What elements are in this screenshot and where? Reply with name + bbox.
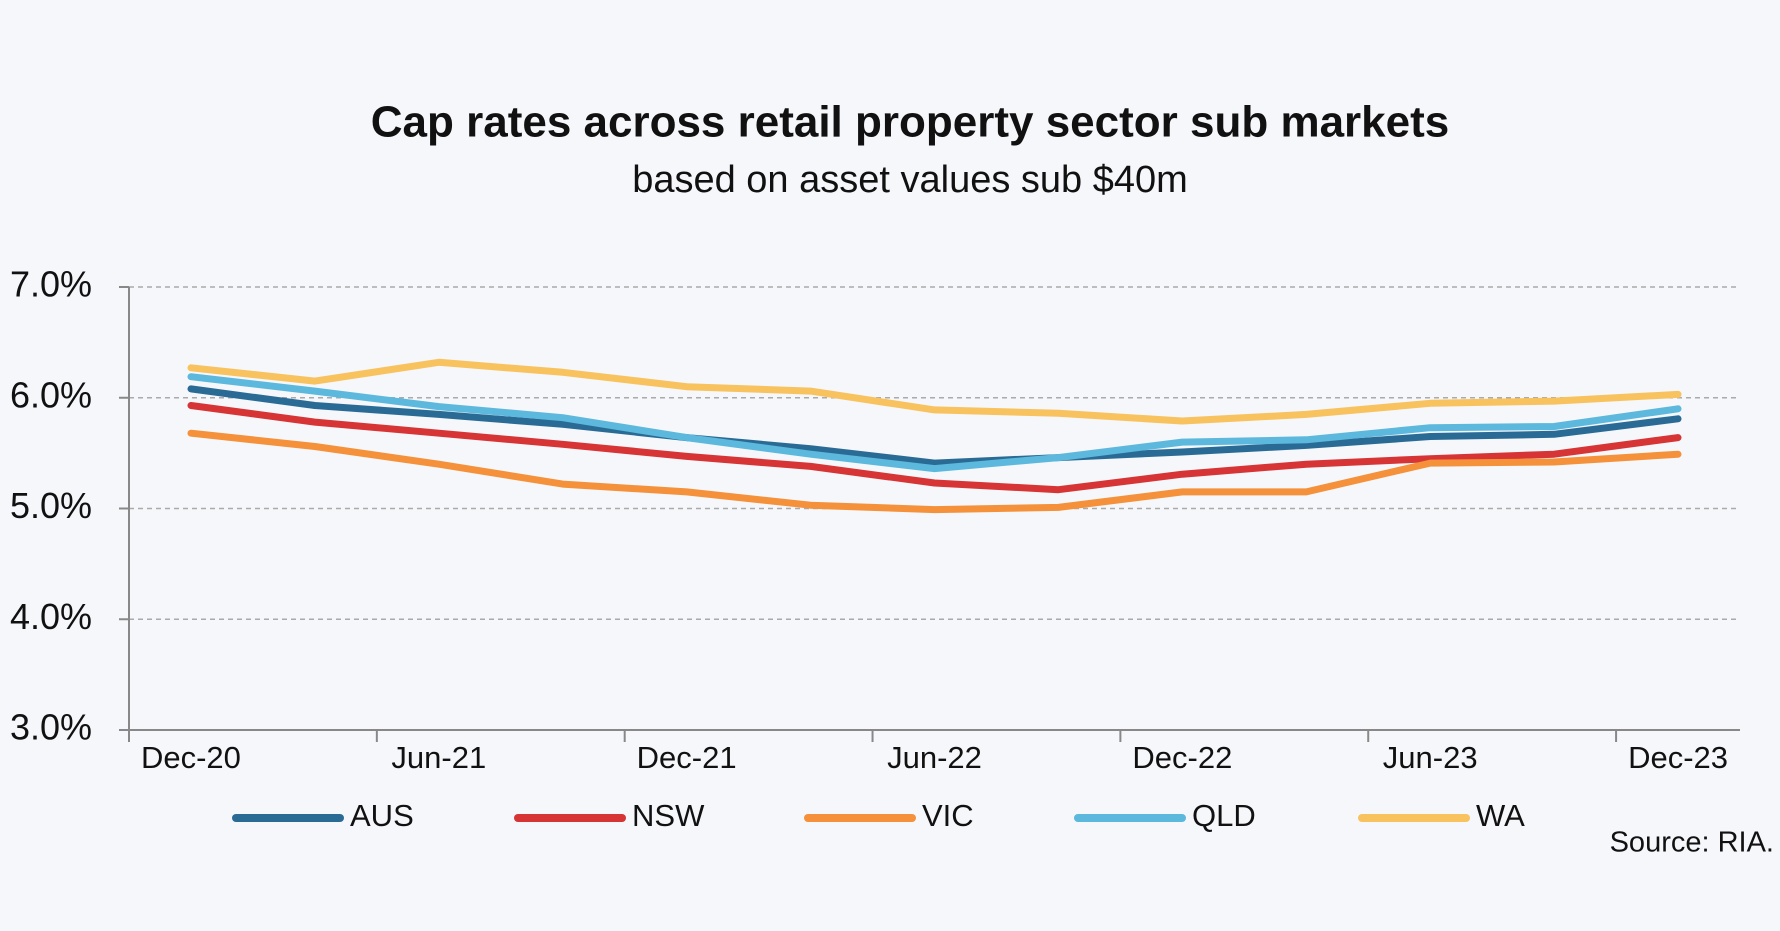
legend-label: WA: [1476, 798, 1525, 833]
y-tick-label: 7.0%: [10, 264, 92, 305]
y-tick-label: 4.0%: [10, 596, 92, 637]
series-line: [187, 358, 1682, 425]
chart-title: Cap rates across retail property sector …: [371, 98, 1449, 147]
x-tick-label: Jun-23: [1383, 740, 1478, 775]
x-tick-label: Dec-22: [1132, 740, 1232, 775]
source-note: Source: RIA.: [1610, 827, 1774, 859]
x-tick-label: Jun-21: [391, 740, 486, 775]
series-line: [187, 402, 1682, 494]
y-tick-label: 3.0%: [10, 707, 92, 748]
legend-label: QLD: [1192, 798, 1256, 833]
x-tick-label: Jun-22: [887, 740, 982, 775]
legend-label: AUS: [350, 798, 414, 833]
series-line: [187, 385, 1682, 467]
x-tick-label: Dec-23: [1628, 740, 1728, 775]
legend-label: VIC: [922, 798, 974, 833]
chart-subtitle: based on asset values sub $40m: [632, 159, 1188, 201]
x-tick-label: Dec-20: [141, 740, 241, 775]
series-line: [187, 373, 1682, 473]
y-tick-label: 5.0%: [10, 485, 92, 526]
y-tick-label: 6.0%: [10, 374, 92, 415]
series-line: [187, 429, 1682, 514]
x-tick-label: Dec-21: [637, 740, 737, 775]
legend-label: NSW: [632, 798, 705, 833]
